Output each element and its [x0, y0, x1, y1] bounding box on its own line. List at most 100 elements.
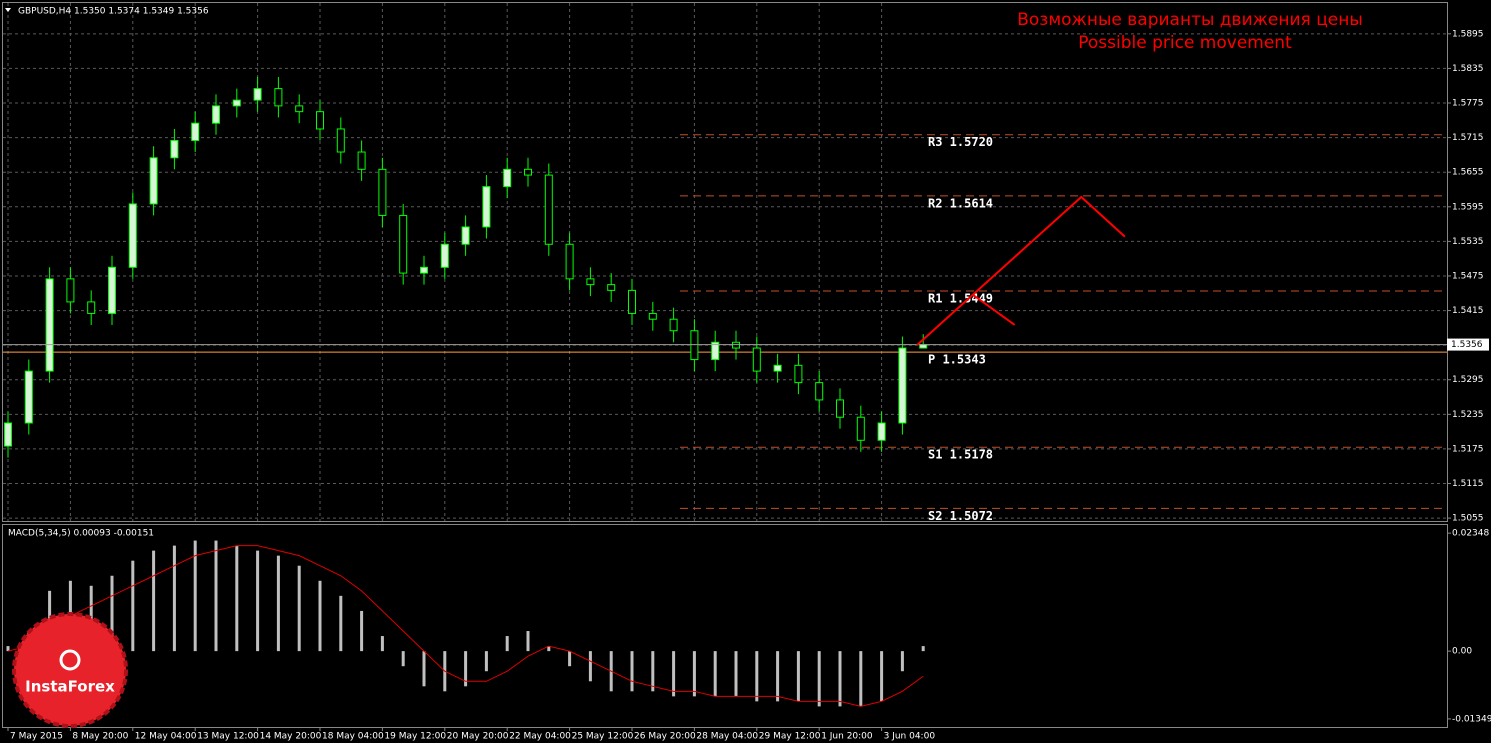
macd-bar — [152, 550, 156, 652]
candle-body — [461, 226, 470, 245]
candle-body — [877, 422, 886, 441]
macd-bar — [672, 651, 676, 697]
macd-bar — [547, 646, 551, 652]
x-tick-label: 8 May 20:00 — [72, 732, 128, 742]
candle-body — [420, 266, 428, 274]
x-tick-label: 19 May 12:00 — [384, 732, 446, 742]
y-tick-label: 1.5235 — [1452, 410, 1484, 420]
macd-bar — [880, 651, 884, 702]
candle-body — [357, 151, 366, 170]
price-label: 1.5356 — [1451, 340, 1483, 350]
candle-body — [87, 301, 96, 314]
y-tick-label: 1.5775 — [1452, 99, 1484, 109]
candle-body — [669, 318, 678, 332]
pivot-label: S2 1.5072 — [928, 509, 993, 523]
price-box — [1447, 338, 1489, 351]
y-tick-label: 1.5175 — [1452, 444, 1484, 454]
macd-bar — [256, 550, 260, 652]
macd-panel — [2, 524, 1448, 728]
x-tick-label: 13 May 12:00 — [197, 732, 259, 742]
candle-body — [191, 122, 200, 141]
candle-body — [4, 422, 12, 447]
forecast-path — [916, 195, 1126, 346]
y-tick-label: 1.5055 — [1452, 514, 1484, 524]
macd-bar — [360, 610, 364, 652]
macd-bar — [817, 651, 821, 707]
candle-body — [836, 399, 844, 418]
candle-body — [45, 278, 54, 372]
candle-body — [607, 284, 616, 291]
candle-body — [108, 266, 116, 314]
forecast-path — [972, 294, 1016, 326]
x-tick-label: 25 May 12:00 — [572, 732, 634, 742]
macd-title: MACD(5,34,5) 0.00093 -0.00151 — [8, 529, 154, 539]
macd-bar — [838, 651, 842, 707]
x-tick-label: 22 May 04:00 — [509, 732, 571, 742]
candle-body — [524, 168, 532, 176]
pivot-label: R2 1.5614 — [928, 196, 993, 210]
candle-body — [856, 416, 865, 441]
candle-body — [253, 88, 262, 101]
macd-bar — [131, 560, 135, 652]
candle-body — [898, 347, 907, 424]
macd-bar — [651, 651, 655, 692]
candle-body — [503, 168, 512, 188]
macd-bar — [110, 575, 114, 652]
candle-body — [24, 370, 33, 424]
candle-body — [628, 289, 636, 314]
macd-bar — [588, 651, 592, 682]
y-tick-label: 1.5115 — [1452, 479, 1484, 489]
macd-bar — [401, 651, 405, 667]
macd-bar — [380, 636, 384, 652]
candle-body — [919, 344, 928, 349]
macd-bar — [755, 651, 759, 702]
y-tick-label: 0.02348 — [1452, 529, 1489, 539]
x-tick-label: 28 May 04:00 — [696, 732, 758, 742]
x-tick-label: 1 Jun 20:00 — [821, 732, 873, 742]
main-panel — [2, 2, 1448, 522]
logo: InstaForex — [12, 612, 128, 728]
candle-body — [378, 168, 387, 216]
macd-bar — [6, 646, 10, 652]
macd-bar — [630, 651, 634, 692]
chart-header: GBPUSD,H4 1.5350 1.5374 1.5349 1.5356 — [18, 7, 209, 17]
candle-body — [316, 111, 324, 130]
annotation: Возможные варианты движения цены — [1017, 10, 1363, 30]
candle-body — [773, 364, 782, 372]
macd-bar — [713, 651, 717, 697]
x-tick-label: 12 May 04:00 — [135, 732, 197, 742]
candle-body — [544, 174, 553, 245]
macd-bar — [526, 631, 530, 652]
macd-bar — [172, 545, 176, 652]
macd-bar — [422, 651, 426, 687]
annotation: Possible price movement — [1078, 33, 1292, 53]
y-tick-label: 1.5295 — [1452, 375, 1484, 385]
candle-body — [336, 128, 345, 153]
x-tick-label: 7 May 2015 — [10, 732, 63, 742]
candle-body — [170, 139, 179, 159]
macd-bar — [776, 651, 780, 702]
y-tick-label: 1.5835 — [1452, 64, 1484, 74]
macd-bar — [318, 580, 322, 652]
pivot-label: S1 1.5178 — [928, 448, 993, 462]
macd-bar — [900, 651, 904, 672]
x-tick-label: 14 May 20:00 — [260, 732, 322, 742]
pivot-label: R1 1.5449 — [928, 291, 993, 305]
candle-body — [482, 186, 491, 228]
y-tick-label: 1.5595 — [1452, 202, 1484, 212]
candle-body — [66, 278, 75, 303]
y-tick-label: 1.5715 — [1452, 133, 1484, 143]
x-tick-label: 3 Jun 04:00 — [884, 732, 936, 742]
macd-bar — [297, 565, 301, 652]
macd-bar — [505, 636, 509, 652]
macd-bar — [796, 651, 800, 702]
macd-bar — [692, 651, 696, 697]
x-tick-label: 20 May 20:00 — [447, 732, 509, 742]
candle-body — [711, 341, 720, 361]
candle-body — [732, 341, 740, 349]
x-tick-label: 18 May 04:00 — [322, 732, 384, 742]
y-tick-label: 0.00 — [1452, 647, 1472, 657]
y-tick-label: 1.5535 — [1452, 237, 1484, 247]
macd-bar — [921, 646, 925, 652]
